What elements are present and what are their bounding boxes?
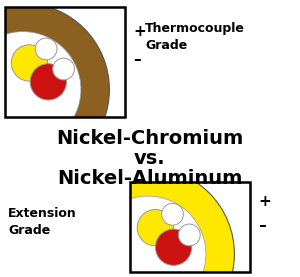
Circle shape [35,38,57,60]
Text: –: – [133,52,141,67]
Text: Nickel-Chromium: Nickel-Chromium [56,130,244,148]
Circle shape [61,168,234,277]
Circle shape [30,64,67,100]
Circle shape [11,45,48,81]
Circle shape [155,229,192,265]
Circle shape [178,224,200,246]
Circle shape [162,203,183,225]
Circle shape [53,58,74,80]
Text: +: + [133,24,146,39]
Circle shape [90,196,206,277]
Text: vs.: vs. [134,150,166,168]
Text: Extension
Grade: Extension Grade [8,207,77,237]
Text: Nickel-Aluminum: Nickel-Aluminum [57,170,243,189]
Text: –: – [258,218,266,233]
Text: Thermocouple
Grade: Thermocouple Grade [145,22,245,52]
Circle shape [137,209,173,246]
Text: +: + [258,194,271,209]
Bar [5,7,125,117]
Circle shape [0,3,110,176]
Circle shape [0,32,81,147]
Bar [130,182,250,272]
